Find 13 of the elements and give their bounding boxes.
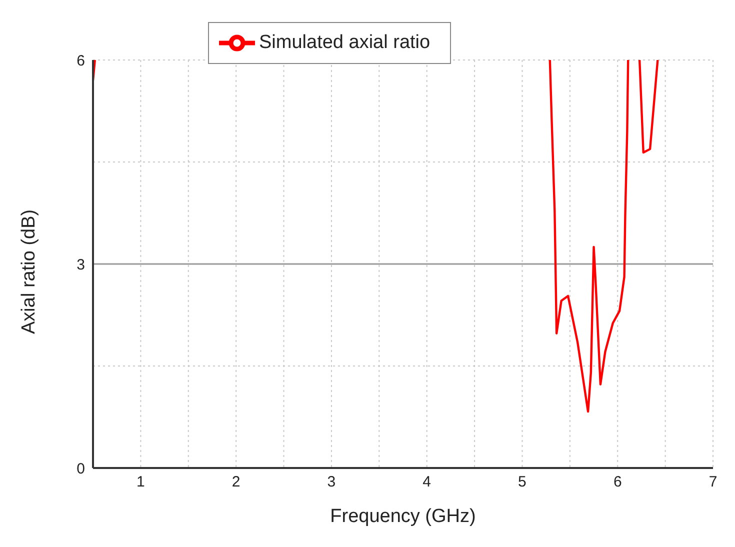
- x-tick-label: 1: [136, 474, 145, 491]
- x-tick-label: 3: [327, 474, 336, 491]
- x-tick-label: 4: [422, 474, 432, 491]
- legend-label: Simulated axial ratio: [259, 32, 430, 54]
- x-axis-title: Frequency (GHz): [330, 506, 476, 527]
- x-tick-label: 5: [518, 474, 526, 491]
- y-tick-label: 6: [76, 52, 85, 70]
- x-tick-label: 6: [613, 474, 622, 491]
- y-tick-label: 3: [76, 256, 85, 274]
- y-tick-label: 0: [76, 460, 85, 478]
- x-tick-label: 7: [708, 474, 718, 491]
- x-tick-label: 2: [232, 474, 240, 491]
- y-axis-title: Axial ratio (dB): [18, 209, 40, 334]
